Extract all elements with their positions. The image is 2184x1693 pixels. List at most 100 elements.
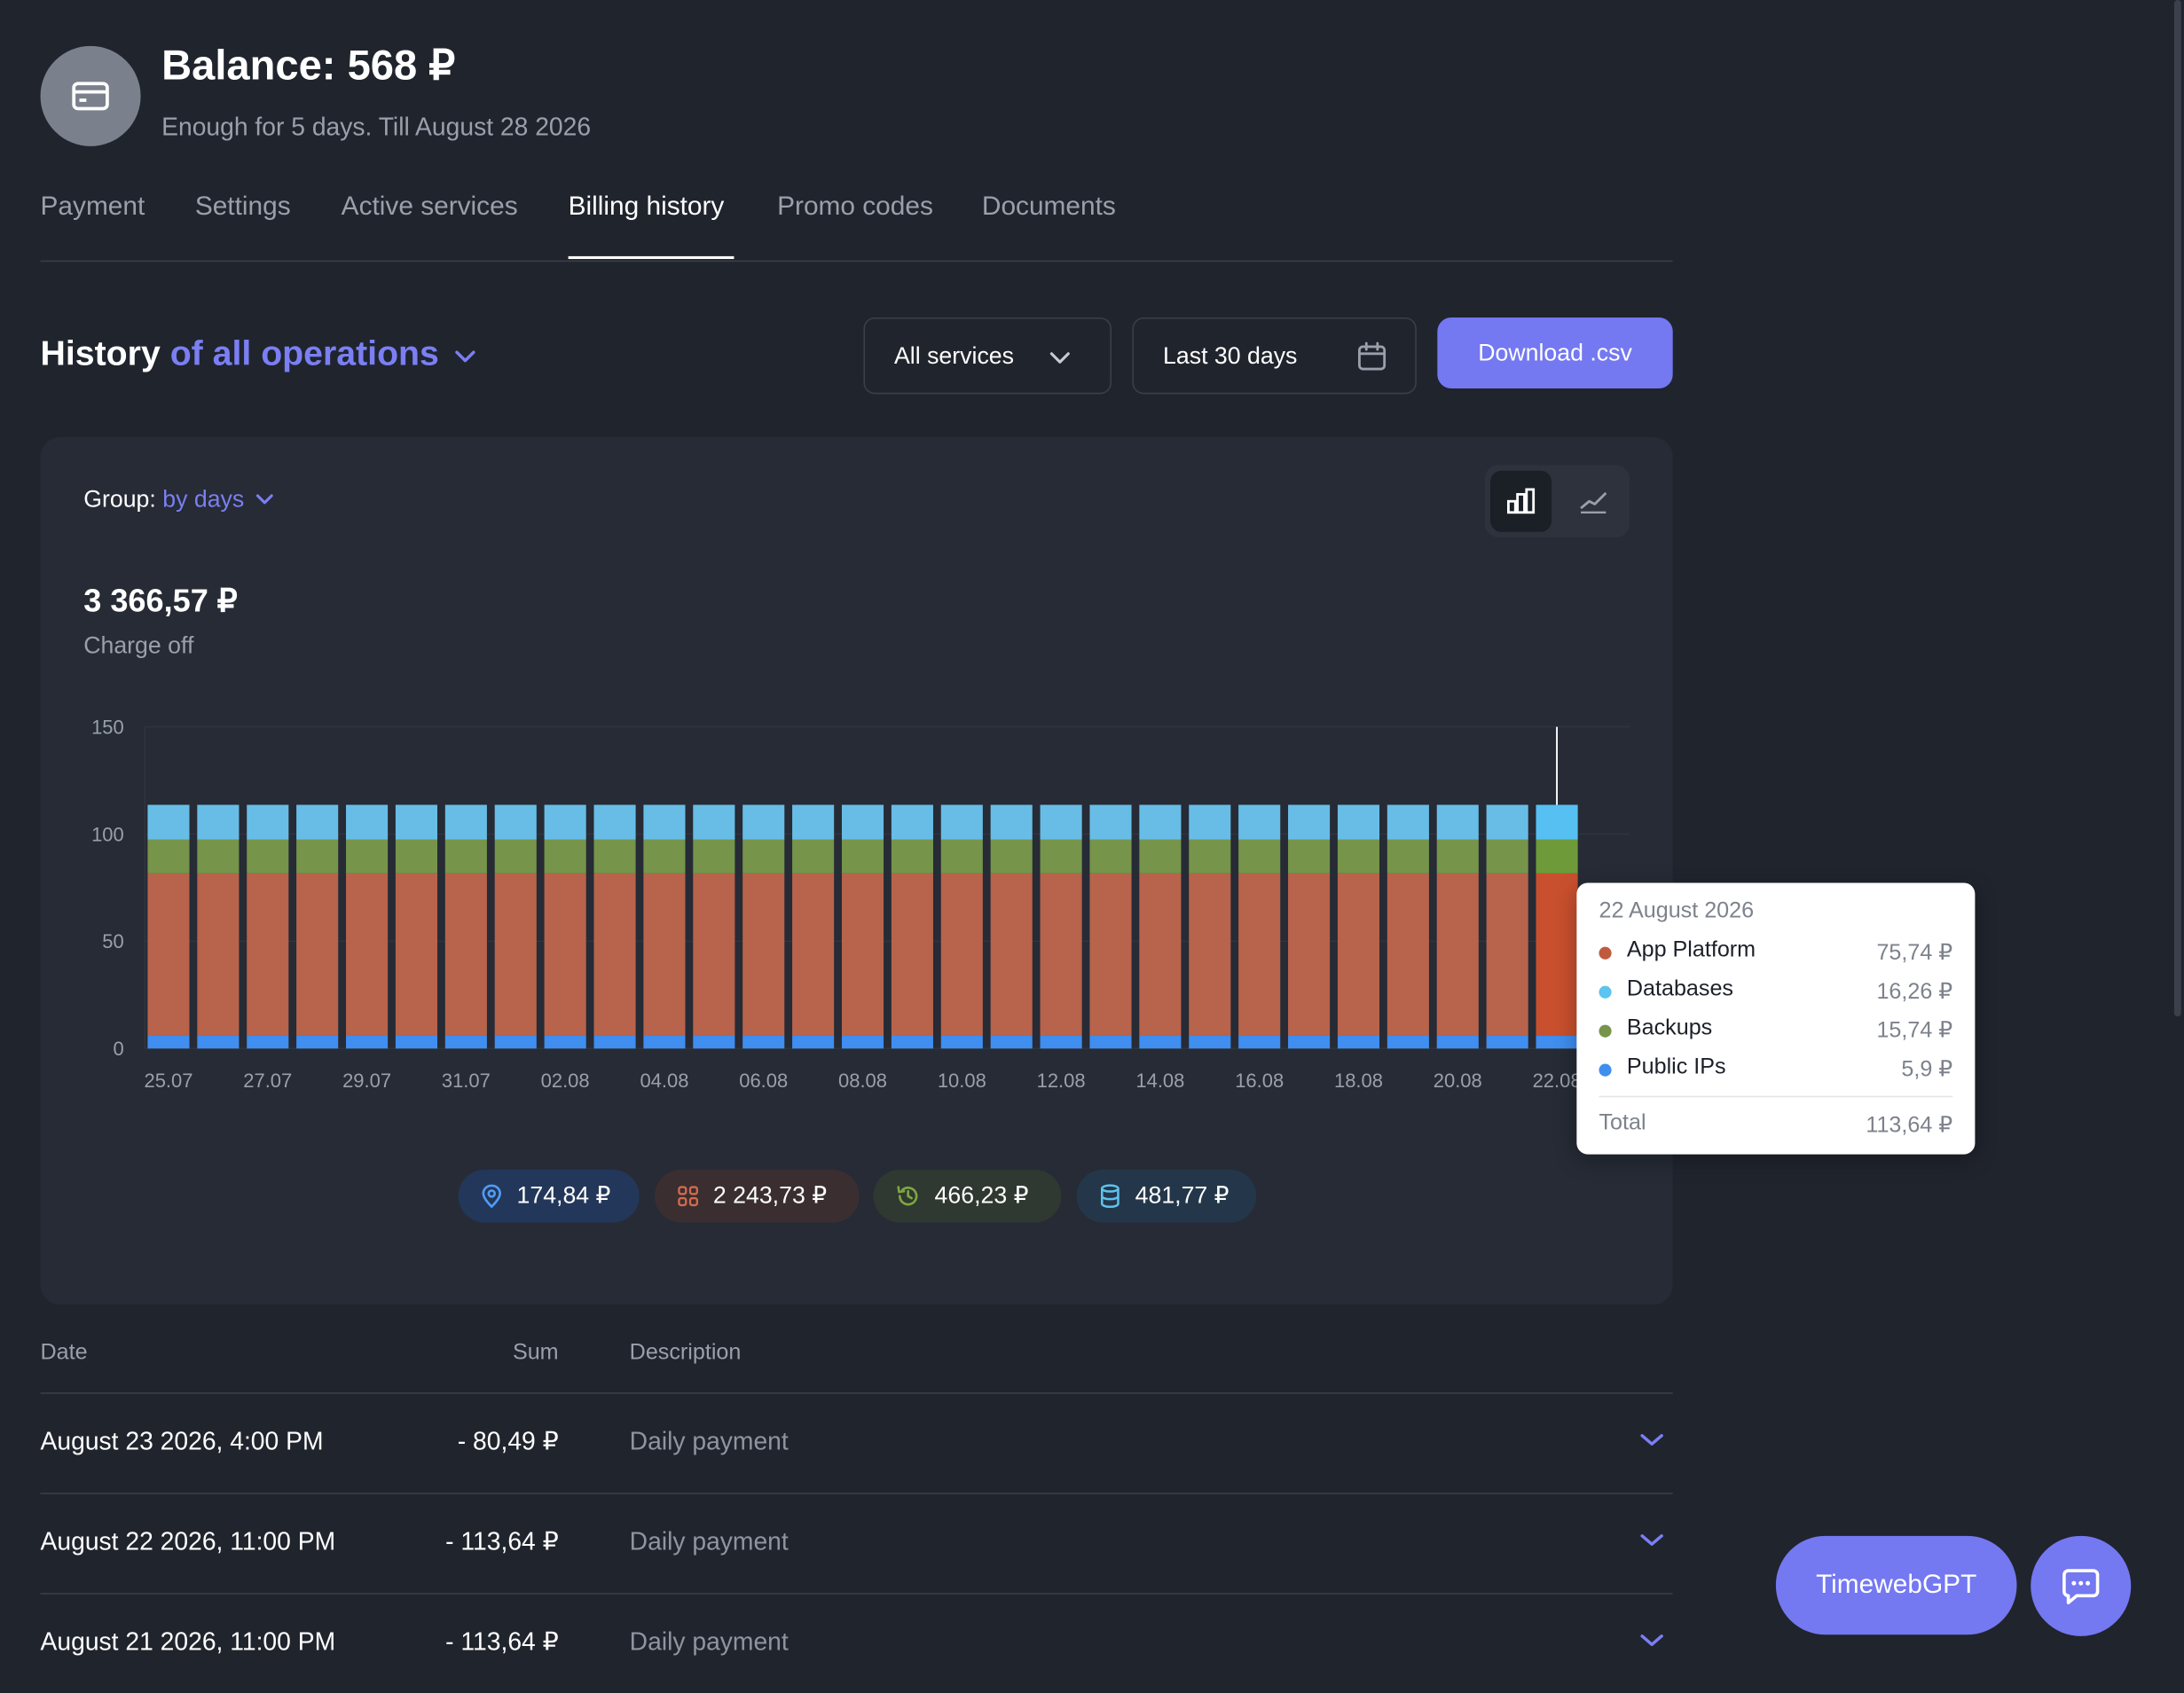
pill-app-platform-value: 2 243,73 ₽ xyxy=(712,1182,828,1209)
bar-segment xyxy=(1189,839,1231,874)
chevron-down-icon[interactable] xyxy=(1639,1632,1664,1649)
services-select[interactable]: All services xyxy=(863,317,1112,395)
bar-segment xyxy=(891,873,933,1037)
bar-segment xyxy=(643,873,686,1037)
tooltip-row-name: App Platform xyxy=(1626,938,1756,962)
pill-app-platform: 2 243,73 ₽ xyxy=(654,1169,860,1223)
legend-dot xyxy=(1599,1063,1612,1077)
tooltip-total-value: 113,64 ₽ xyxy=(1866,1114,1953,1138)
tab-billing-history[interactable]: Billing history xyxy=(568,192,725,222)
bar-segment xyxy=(147,873,190,1037)
tab-settings[interactable]: Settings xyxy=(194,192,291,222)
tooltip-row-databases: Databases 16,26 ₽ xyxy=(1599,977,1952,1005)
bar-segment xyxy=(693,873,735,1037)
timeweb-gpt-button[interactable]: TimewebGPT xyxy=(1775,1535,2017,1635)
bar-segment xyxy=(494,839,537,874)
row-date: August 23 2026, 4:00 PM xyxy=(40,1427,324,1455)
row-description: Daily payment xyxy=(629,1527,789,1556)
scrollbar-thumb[interactable] xyxy=(2173,0,2181,1017)
charge-off-total: 3 366,57 ₽ xyxy=(83,582,238,619)
history-scope-dropdown[interactable]: of all operations xyxy=(170,334,476,373)
bar-segment xyxy=(1040,873,1082,1037)
chart-tooltip: 22 August 2026 App Platform 75,74 ₽ Data… xyxy=(1576,882,1976,1155)
bar-segment xyxy=(742,873,785,1037)
chart-view-toggle xyxy=(1484,465,1630,538)
table-row[interactable]: August 22 2026, 11:00 PM - 113,64 ₽ Dail… xyxy=(40,1493,1673,1595)
bar-segment xyxy=(940,804,983,840)
balance-title: Balance: 568 ₽ xyxy=(161,43,456,90)
bar-segment xyxy=(1337,1036,1380,1049)
bar-segment xyxy=(1238,1036,1281,1049)
tab-documents[interactable]: Documents xyxy=(981,192,1116,222)
bar-segment xyxy=(1189,873,1231,1037)
tab-active-services[interactable]: Active services xyxy=(341,192,518,222)
legend-dot xyxy=(1599,985,1612,999)
bar-segment xyxy=(1387,873,1429,1037)
tooltip-row-name: Backups xyxy=(1626,1016,1713,1040)
bar-segment xyxy=(1387,839,1429,874)
chart-card: Group: by days 3 3 xyxy=(40,437,1673,1305)
bar-segment xyxy=(346,873,389,1037)
download-csv-button[interactable]: Download .csv xyxy=(1437,317,1673,389)
bar-segment xyxy=(197,873,240,1037)
period-select-value: Last 30 days xyxy=(1163,341,1298,369)
tooltip-row-value: 75,74 ₽ xyxy=(1876,941,1953,966)
period-select[interactable]: Last 30 days xyxy=(1132,317,1417,395)
history-title: History xyxy=(40,333,161,373)
line-view-button[interactable] xyxy=(1563,471,1624,532)
bar-segment xyxy=(643,839,686,874)
balance-avatar xyxy=(40,45,141,146)
bar-segment xyxy=(1337,873,1380,1037)
tab-payment[interactable]: Payment xyxy=(40,192,145,222)
legend-dot xyxy=(1599,1024,1612,1038)
chevron-down-icon[interactable] xyxy=(1639,1532,1664,1548)
pill-backups-value: 466,23 ₽ xyxy=(934,1182,1029,1209)
table-header: Date Sum Description xyxy=(40,1341,1673,1394)
row-sum: - 113,64 ₽ xyxy=(445,1527,559,1556)
tooltip-total-label: Total xyxy=(1599,1110,1646,1135)
group-value: by days xyxy=(162,485,245,513)
bar-segment xyxy=(1536,839,1578,874)
bar-segment xyxy=(1288,873,1331,1037)
bar-view-button[interactable] xyxy=(1490,470,1552,532)
bar-segment xyxy=(1089,839,1132,874)
table-row[interactable]: August 21 2026, 11:00 PM - 113,64 ₽ Dail… xyxy=(41,1593,1673,1693)
restore-clock-icon xyxy=(897,1186,918,1206)
y-tick-label: 0 xyxy=(114,1038,124,1060)
bar-segment xyxy=(444,804,487,840)
bar-segment xyxy=(990,873,1033,1037)
bar-segment xyxy=(1387,804,1429,840)
group-dropdown[interactable]: by days xyxy=(162,486,274,513)
chevron-down-icon[interactable] xyxy=(1639,1431,1664,1448)
bar-segment xyxy=(1486,1036,1528,1049)
bar-segment xyxy=(395,839,438,874)
services-select-value: All services xyxy=(894,341,1014,369)
table-row[interactable]: August 23 2026, 4:00 PM - 80,49 ₽ Daily … xyxy=(40,1392,1673,1494)
y-tick-label: 50 xyxy=(102,930,123,952)
bar-segment xyxy=(593,873,636,1037)
chat-button[interactable] xyxy=(2031,1535,2132,1636)
bar-segment xyxy=(296,804,339,840)
bar-segment xyxy=(395,1036,438,1049)
calendar-icon xyxy=(1358,341,1387,371)
bar-segment xyxy=(247,804,289,840)
bar-segment xyxy=(1040,839,1082,874)
tab-promo-codes[interactable]: Promo codes xyxy=(777,192,933,222)
tooltip-divider xyxy=(1599,1095,1953,1098)
bar-segment xyxy=(1189,804,1231,840)
bar-segment xyxy=(990,839,1033,874)
chevron-down-icon xyxy=(455,350,475,363)
bar-segment xyxy=(1040,804,1082,840)
pill-databases-value: 481,77 ₽ xyxy=(1135,1182,1229,1209)
bar-segment xyxy=(1486,873,1528,1037)
bar-segment xyxy=(841,1036,884,1049)
bar-segment xyxy=(643,1036,686,1049)
scrollbar[interactable] xyxy=(2170,0,2184,1689)
x-tick-label: 29.07 xyxy=(342,1070,391,1092)
bar-segment xyxy=(1536,804,1578,840)
y-tick-label: 150 xyxy=(91,716,124,738)
row-sum: - 80,49 ₽ xyxy=(457,1427,559,1455)
tooltip-row-name: Public IPs xyxy=(1626,1055,1726,1079)
bar-segment xyxy=(841,804,884,840)
x-tick-label: 06.08 xyxy=(739,1070,788,1092)
